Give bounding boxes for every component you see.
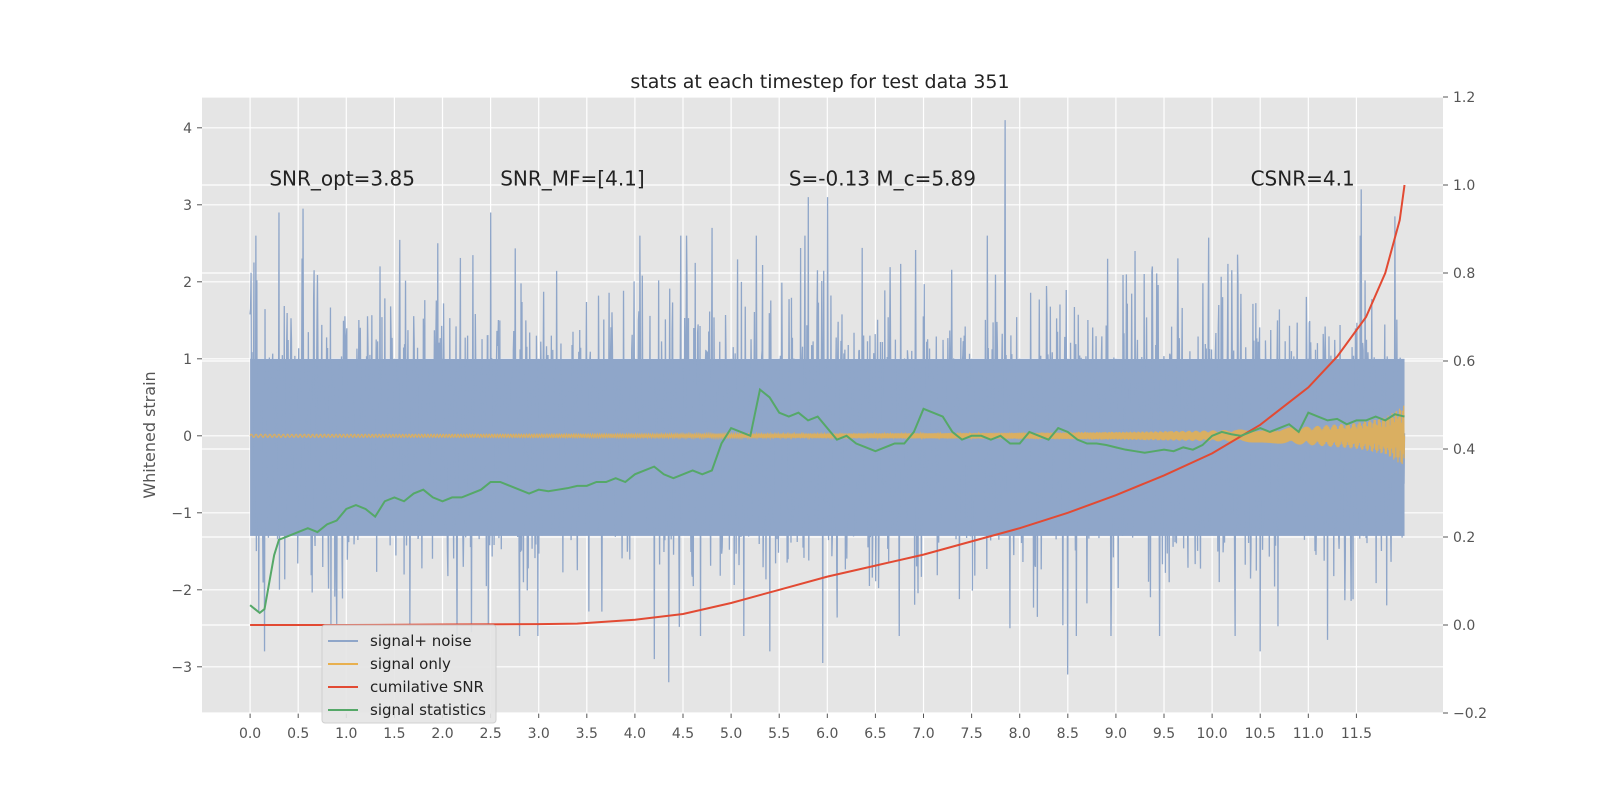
x-tick-label: 2.0 <box>431 726 453 742</box>
y2-tick-label: 0.2 <box>1453 530 1475 546</box>
y2-tick-label: 1.0 <box>1453 178 1475 194</box>
plot-area: 0.0 0.5 1.0 1.5 2.0 2.5 3.0 3.5 4.0 4.5 5.0 5.5 6.0 6… <box>171 90 1487 742</box>
legend-label: signal statistics <box>370 701 486 719</box>
x-tick-label: 1.0 <box>335 726 357 742</box>
annotation: S=-0.13 M_c=5.89 <box>789 167 976 191</box>
signal-statistics-line <box>249 387 1405 615</box>
x-tick-label: 9.5 <box>1153 726 1175 742</box>
x-tick-label: 9.0 <box>1105 726 1127 742</box>
x-tick-label: 7.5 <box>960 726 982 742</box>
y-axis-label: Whitened strain <box>140 371 159 498</box>
x-tick-label: 2.5 <box>479 726 501 742</box>
cumulative-snr-line <box>250 184 1406 626</box>
x-tick-label: 0.0 <box>239 726 261 742</box>
legend-box <box>321 624 497 724</box>
y-tick-label: 0 <box>183 429 192 445</box>
legend-label: signal+ noise <box>370 632 472 650</box>
x-tick-label: 0.5 <box>287 726 309 742</box>
y2-tick-label: 0.4 <box>1453 442 1475 458</box>
x-tick-label: 4.5 <box>672 726 694 742</box>
y-tick-label: −2 <box>171 583 192 599</box>
y-tick-label: −3 <box>171 660 192 676</box>
x-tick-label: 5.5 <box>768 726 790 742</box>
x-tick-label: 8.5 <box>1057 726 1079 742</box>
y-tick-label: −1 <box>171 506 192 522</box>
y-tick-label: 4 <box>183 121 192 137</box>
legend-label: cumilative SNR <box>370 678 484 696</box>
x-tick-label: 6.0 <box>816 726 838 742</box>
x-tick-label: 6.5 <box>864 726 886 742</box>
x-tick-label: 5.0 <box>720 726 742 742</box>
legend: signal+ noise signal only cumilative SNR si… <box>321 624 497 724</box>
x-tick-label: 10.5 <box>1245 726 1276 742</box>
y2-tick-label: 0.0 <box>1453 618 1475 634</box>
y2-tick-label: 0.6 <box>1453 354 1475 370</box>
annotation: CSNR=4.1 <box>1251 167 1355 191</box>
chart-title: stats at each timestep for test data 351 <box>630 71 1009 93</box>
y-tick-label: 1 <box>183 352 192 368</box>
x-tick-label: 11.0 <box>1293 726 1324 742</box>
x-tick-label: 1.5 <box>383 726 405 742</box>
y2-tick-label: 1.2 <box>1453 90 1475 106</box>
x-tick-label: 8.0 <box>1009 726 1031 742</box>
x-tick-label: 10.0 <box>1197 726 1228 742</box>
x-tick-label: 3.5 <box>576 726 598 742</box>
y2-tick-label: 0.8 <box>1453 266 1475 282</box>
y2-tick-label: −0.2 <box>1453 706 1487 722</box>
x-tick-label: 11.5 <box>1341 726 1372 742</box>
x-tick-label: 7.0 <box>912 726 934 742</box>
annotation: SNR_opt=3.85 <box>269 167 415 191</box>
legend-label: signal only <box>370 655 451 673</box>
x-tick-label: 3.0 <box>528 726 550 742</box>
y-tick-label: 2 <box>183 275 192 291</box>
x-tick-label: 4.0 <box>624 726 646 742</box>
annotation: SNR_MF=[4.1] <box>500 167 644 191</box>
y-tick-label: 3 <box>183 198 192 214</box>
